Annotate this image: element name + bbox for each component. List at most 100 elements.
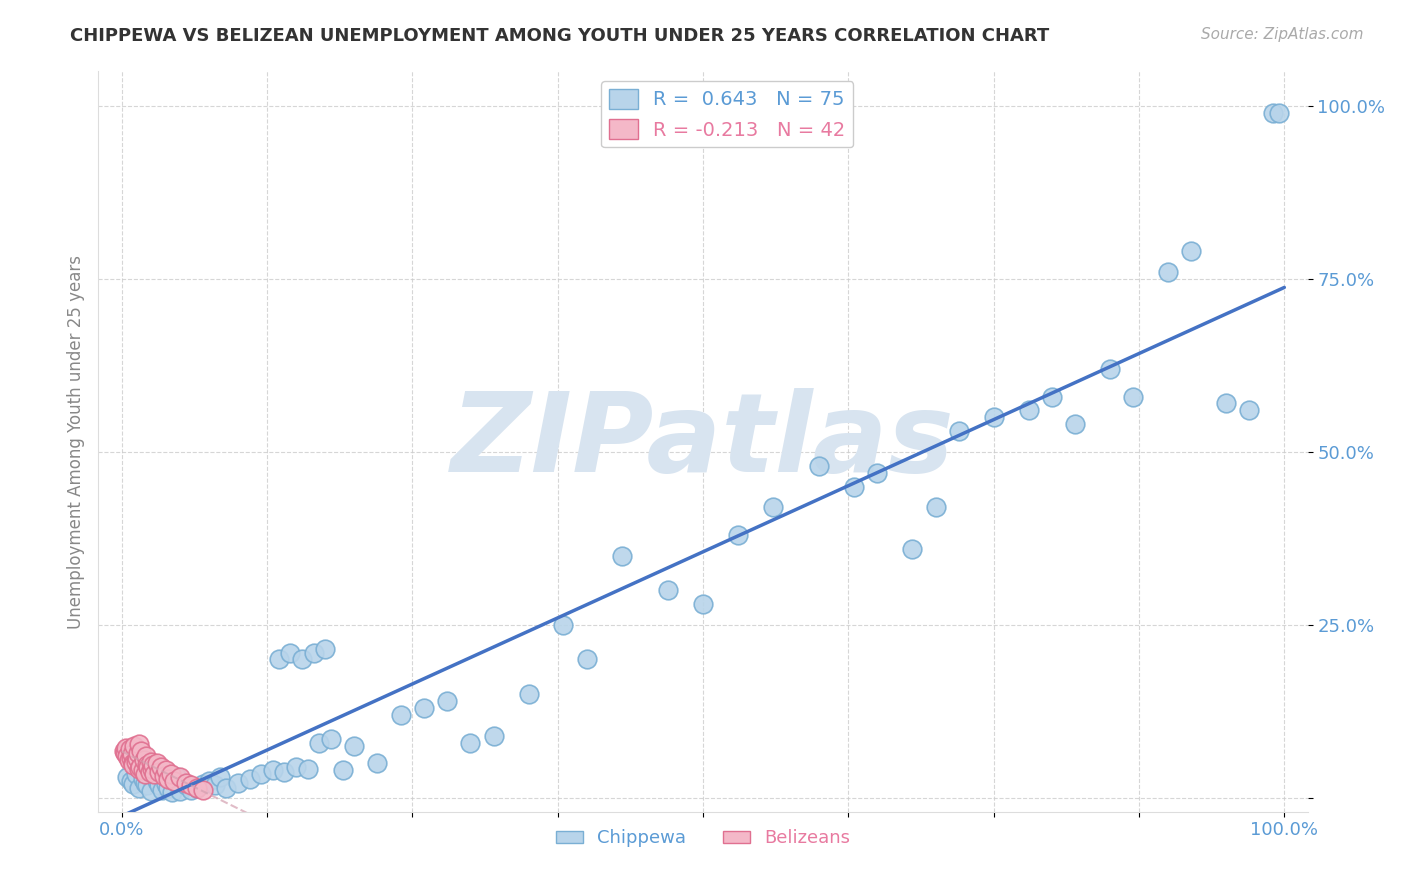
Text: CHIPPEWA VS BELIZEAN UNEMPLOYMENT AMONG YOUTH UNDER 25 YEARS CORRELATION CHART: CHIPPEWA VS BELIZEAN UNEMPLOYMENT AMONG … [70, 27, 1049, 45]
Point [138, 760, 160, 774]
Point [174, 775, 197, 789]
Point [1267, 106, 1289, 120]
Point [948, 424, 970, 438]
Point [319, 732, 342, 747]
Point [143, 769, 166, 783]
Point [112, 744, 135, 758]
Point [139, 784, 162, 798]
Point [297, 762, 319, 776]
Point [143, 766, 166, 780]
Point [198, 773, 221, 788]
Point [436, 694, 458, 708]
Point [1040, 390, 1063, 404]
Point [122, 757, 145, 772]
Point [262, 763, 284, 777]
Point [124, 739, 146, 753]
Point [692, 597, 714, 611]
Point [924, 500, 946, 515]
Legend: Chippewa, Belizeans: Chippewa, Belizeans [548, 822, 858, 855]
Point [215, 780, 238, 795]
Point [844, 479, 866, 493]
Point [114, 746, 136, 760]
Point [1180, 244, 1202, 259]
Point [413, 701, 436, 715]
Point [132, 753, 155, 767]
Point [121, 747, 143, 762]
Point [180, 782, 202, 797]
Point [343, 739, 366, 753]
Point [808, 458, 831, 473]
Point [273, 764, 295, 779]
Point [169, 770, 191, 784]
Point [122, 756, 145, 771]
Point [204, 779, 226, 793]
Point [120, 773, 142, 788]
Point [128, 737, 150, 751]
Point [118, 742, 141, 756]
Point [134, 775, 156, 789]
Point [128, 780, 150, 795]
Point [575, 652, 598, 666]
Point [131, 744, 153, 758]
Point [285, 760, 308, 774]
Point [131, 772, 153, 786]
Point [174, 779, 197, 793]
Point [186, 780, 208, 795]
Point [122, 777, 145, 791]
Point [131, 763, 153, 777]
Point [1018, 403, 1040, 417]
Point [983, 410, 1005, 425]
Point [302, 646, 325, 660]
Point [117, 770, 139, 784]
Text: Source: ZipAtlas.com: Source: ZipAtlas.com [1201, 27, 1364, 42]
Point [482, 729, 505, 743]
Point [150, 782, 173, 797]
Point [148, 779, 170, 793]
Point [366, 756, 388, 771]
Point [239, 772, 262, 786]
Point [141, 762, 163, 776]
Point [138, 764, 160, 779]
Point [135, 749, 157, 764]
Point [127, 746, 149, 760]
Point [166, 770, 188, 784]
Point [136, 757, 159, 772]
Point [291, 652, 314, 666]
Point [1239, 403, 1261, 417]
Point [1157, 265, 1180, 279]
Point [901, 541, 924, 556]
Point [250, 766, 273, 780]
Point [148, 764, 170, 779]
Point [115, 741, 138, 756]
Point [278, 646, 301, 660]
Point [267, 652, 290, 666]
Point [150, 760, 173, 774]
Point [145, 773, 167, 788]
Point [657, 583, 679, 598]
Point [139, 755, 162, 769]
Point [226, 775, 249, 789]
Point [120, 750, 142, 764]
Point [610, 549, 633, 563]
Point [308, 735, 330, 749]
Point [314, 642, 336, 657]
Point [866, 466, 889, 480]
Point [124, 755, 146, 769]
Point [180, 779, 202, 793]
Point [142, 757, 165, 772]
Point [129, 760, 152, 774]
Point [157, 780, 180, 795]
Point [1064, 417, 1087, 432]
Point [159, 766, 181, 780]
Point [191, 782, 214, 797]
Text: ZIPatlas: ZIPatlas [451, 388, 955, 495]
Point [134, 766, 156, 780]
Point [117, 749, 139, 764]
Point [1098, 362, 1121, 376]
Point [1261, 106, 1284, 120]
Point [1122, 390, 1144, 404]
Point [389, 707, 412, 722]
Point [762, 500, 785, 515]
Point [163, 773, 186, 788]
Point [727, 528, 749, 542]
